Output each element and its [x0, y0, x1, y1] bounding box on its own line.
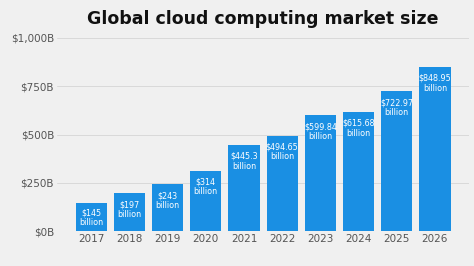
- Text: $243
billion: $243 billion: [155, 191, 180, 210]
- Title: Global cloud computing market size: Global cloud computing market size: [87, 10, 439, 28]
- Text: $445.3
billion: $445.3 billion: [230, 152, 258, 171]
- Text: $145
billion: $145 billion: [79, 208, 103, 227]
- Bar: [76, 203, 107, 231]
- Bar: [228, 145, 260, 231]
- Text: $599.84
billion: $599.84 billion: [304, 122, 337, 141]
- Bar: [381, 92, 412, 231]
- Text: $314
billion: $314 billion: [194, 177, 218, 196]
- Text: $848.95
billion: $848.95 billion: [419, 74, 451, 93]
- Bar: [419, 67, 450, 231]
- Bar: [152, 184, 183, 231]
- Bar: [343, 112, 374, 231]
- Text: $197
billion: $197 billion: [118, 200, 142, 219]
- Bar: [114, 193, 145, 231]
- Text: $722.97
billion: $722.97 billion: [380, 98, 413, 117]
- Bar: [190, 171, 221, 231]
- Bar: [266, 136, 298, 231]
- Text: $615.68
billion: $615.68 billion: [342, 119, 375, 138]
- Text: $494.65
billion: $494.65 billion: [266, 142, 299, 161]
- Bar: [305, 115, 336, 231]
